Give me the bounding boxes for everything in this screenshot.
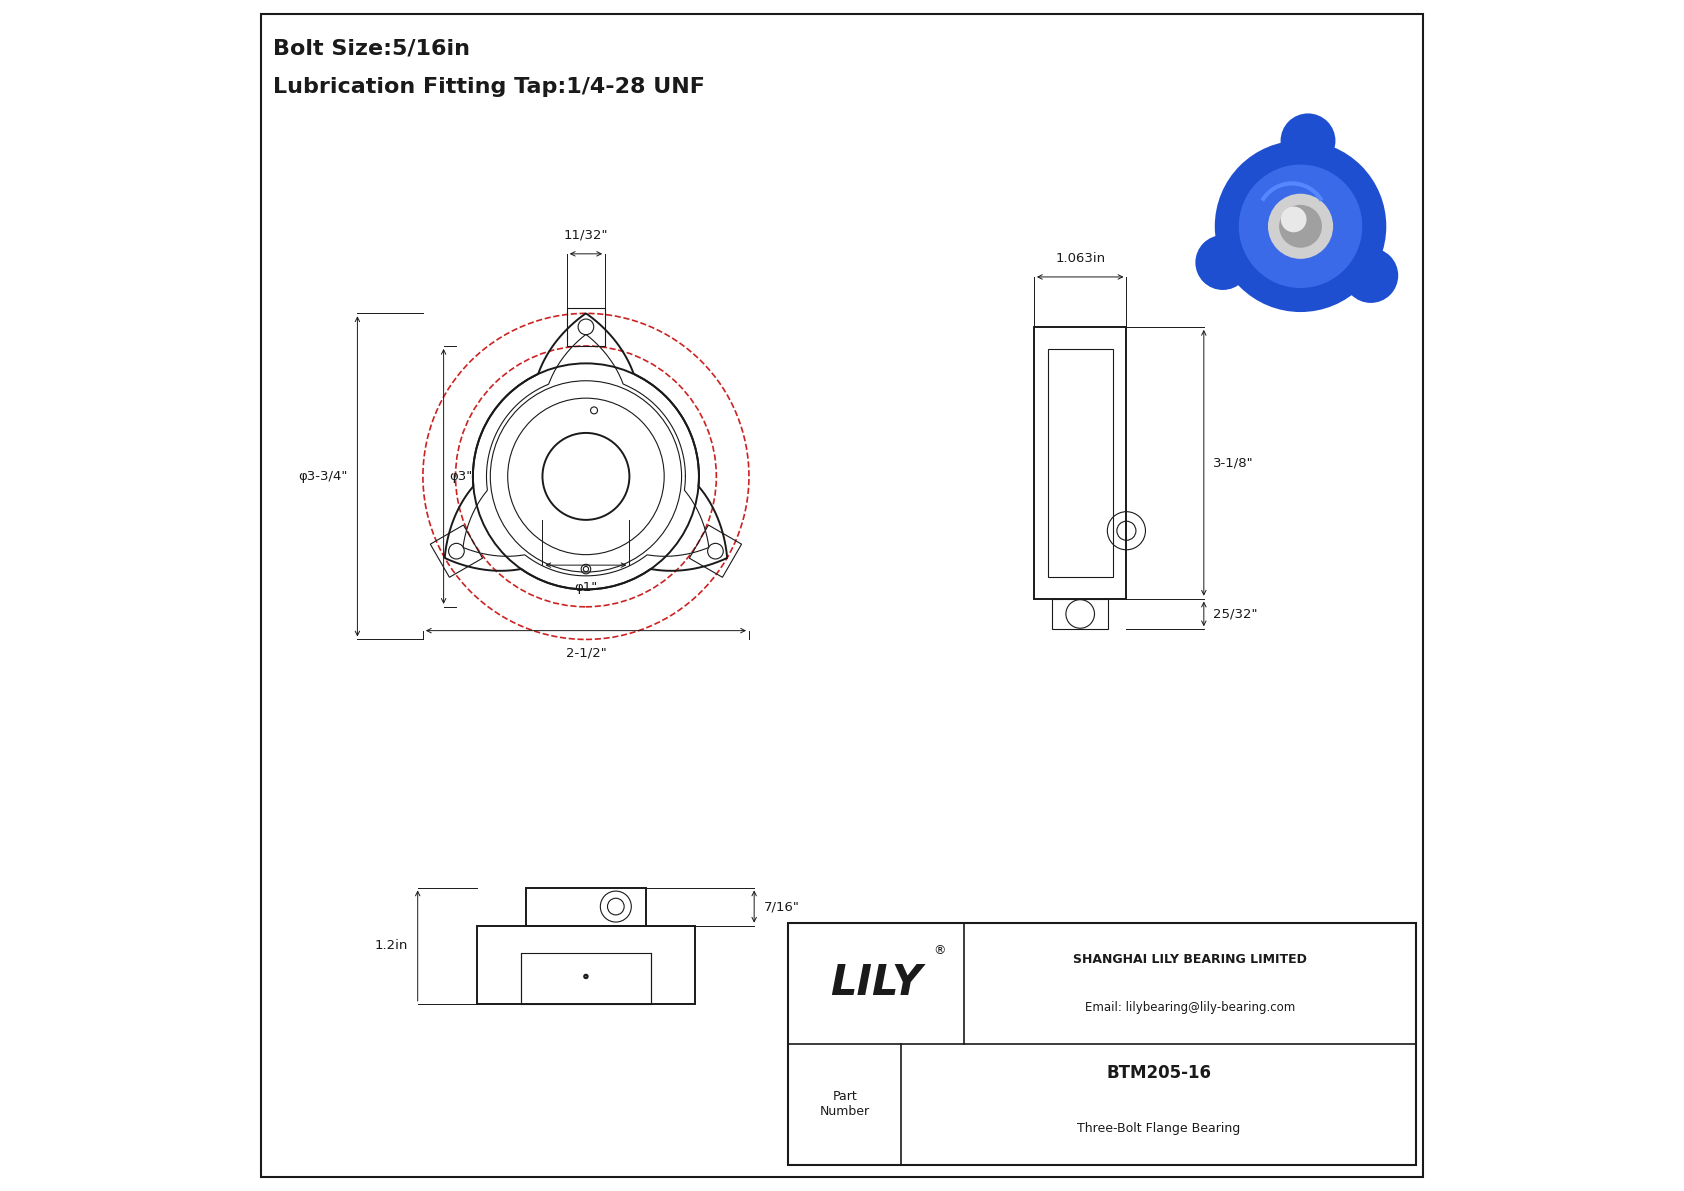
- Text: 3-1/8": 3-1/8": [1214, 456, 1255, 469]
- Bar: [520, 953, 652, 1004]
- Text: 2-1/2": 2-1/2": [566, 647, 606, 659]
- Bar: [689, 525, 741, 578]
- Text: 1.2in: 1.2in: [376, 940, 408, 952]
- Circle shape: [1280, 113, 1335, 168]
- Circle shape: [1344, 248, 1398, 303]
- Circle shape: [1282, 206, 1307, 232]
- Circle shape: [1239, 164, 1362, 288]
- Bar: [1034, 328, 1127, 599]
- Text: φ3-3/4": φ3-3/4": [298, 470, 349, 482]
- Bar: [1047, 349, 1113, 576]
- Text: SHANGHAI LILY BEARING LIMITED: SHANGHAI LILY BEARING LIMITED: [1073, 953, 1307, 966]
- Text: Part
Number: Part Number: [820, 1090, 871, 1118]
- Text: Lubrication Fitting Tap:1/4-28 UNF: Lubrication Fitting Tap:1/4-28 UNF: [273, 77, 704, 98]
- Text: Three-Bolt Flange Bearing: Three-Bolt Flange Bearing: [1078, 1122, 1241, 1135]
- Circle shape: [1196, 235, 1250, 289]
- Bar: [568, 307, 605, 345]
- Bar: [477, 925, 694, 1004]
- Text: Email: lilybearing@lily-bearing.com: Email: lilybearing@lily-bearing.com: [1084, 1002, 1295, 1015]
- Text: LILY: LILY: [830, 962, 923, 1004]
- Text: φ1": φ1": [574, 581, 598, 593]
- Text: 1.063in: 1.063in: [1056, 252, 1105, 266]
- Bar: [431, 525, 483, 578]
- Circle shape: [1268, 194, 1334, 258]
- Circle shape: [1280, 205, 1322, 248]
- Text: BTM205-16: BTM205-16: [1106, 1064, 1211, 1081]
- Text: 25/32": 25/32": [1214, 607, 1258, 621]
- Bar: [788, 923, 1416, 1165]
- Text: ®: ®: [933, 943, 946, 956]
- Text: φ3": φ3": [450, 470, 473, 482]
- Circle shape: [1214, 141, 1386, 312]
- Text: 11/32": 11/32": [564, 229, 608, 242]
- Bar: [525, 887, 645, 925]
- Text: Bolt Size:5/16in: Bolt Size:5/16in: [273, 38, 470, 58]
- Bar: [1052, 599, 1108, 629]
- Text: 7/16": 7/16": [763, 900, 800, 913]
